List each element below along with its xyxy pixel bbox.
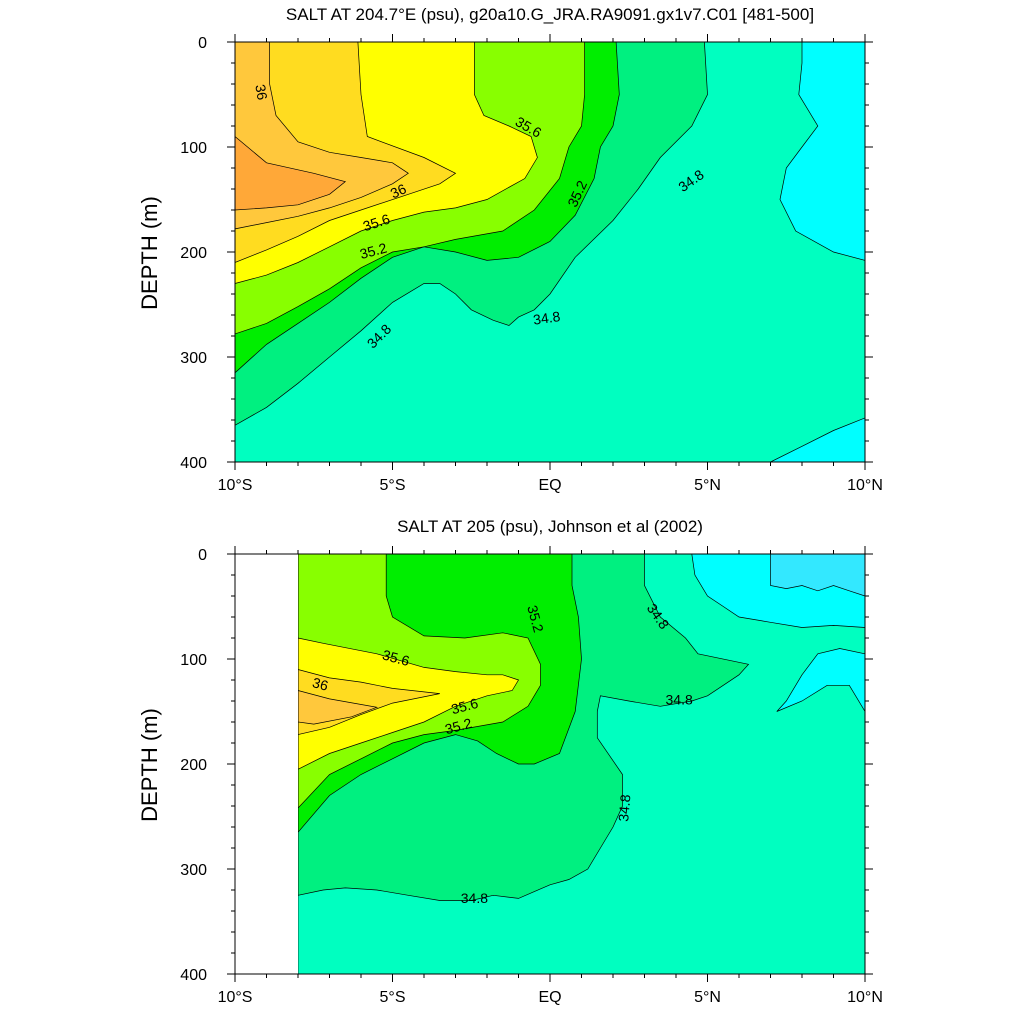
top-isoline-35.6 — [234, 41, 538, 284]
bottom-contour-label: 36 — [311, 674, 330, 694]
top-salinity-band-36.2 — [235, 136, 346, 210]
bottom-salinity-band-34.4 — [770, 554, 865, 596]
bottom-panel-contour-fills — [298, 554, 865, 974]
bottom-y-tick-label: 300 — [180, 862, 207, 879]
top-isoline-35.8 — [234, 41, 457, 264]
top-y-tick-label: 0 — [198, 35, 207, 52]
top-y-tick-label: 400 — [180, 455, 207, 472]
top-panel-axes: 10°S 5°S EQ 5°N 10°N 0 100 200 300 400 — [180, 34, 883, 494]
top-isoline-36 — [234, 41, 409, 230]
bottom-salinity-band-36 — [298, 690, 377, 725]
bottom-panel-axes: 10°S 5°S EQ 5°N 10°N 0 100 200 300 400 — [180, 546, 883, 1006]
top-x-tick-label: 5°N — [694, 477, 721, 494]
bottom-x-tick-label: 5°N — [694, 989, 721, 1006]
bottom-isoline-34.8 — [297, 553, 866, 975]
top-y-tick-label: 200 — [180, 245, 207, 262]
bottom-x-tick-label: 10°N — [847, 989, 883, 1006]
top-isoline-35.2 — [234, 41, 620, 374]
bottom-isoline-35 — [297, 553, 750, 901]
top-y-tick-label: 300 — [180, 350, 207, 367]
bottom-contour-label: 35.6 — [381, 646, 412, 669]
bottom-y-tick-label: 400 — [180, 967, 207, 984]
bottom-salinity-band-35.6 — [298, 638, 519, 770]
bottom-contour-label: 35.2 — [524, 604, 547, 635]
top-isoline-36.2 — [234, 135, 347, 211]
salt-model-section-panel: SALT AT 204.7°E (psu), g20a10.G_JRA.RA90… — [137, 5, 883, 494]
top-x-tick-label: EQ — [538, 477, 561, 494]
bottom-isoline-35.4 — [297, 553, 541, 809]
top-isoline-34.8 — [234, 41, 866, 463]
bottom-contour-label: 34.8 — [666, 692, 693, 708]
bottom-y-tick-label: 100 — [180, 652, 207, 669]
bottom-isoline-35.2 — [297, 553, 582, 834]
top-contour-label: 36 — [388, 180, 409, 201]
top-panel-y-axis-label: DEPTH (m) — [137, 196, 162, 310]
bottom-contour-label: 34.8 — [615, 794, 633, 823]
bottom-x-tick-label: EQ — [538, 989, 561, 1006]
bottom-contour-label: 35.6 — [449, 695, 480, 718]
bottom-y-tick-label: 200 — [180, 757, 207, 774]
bottom-contour-label: 34.8 — [461, 890, 488, 906]
top-x-tick-label: 10°S — [218, 477, 253, 494]
bottom-contour-label: 35.2 — [443, 715, 474, 738]
top-y-tick-label: 100 — [180, 140, 207, 157]
salt-observed-section-panel: SALT AT 205 (psu), Johnson et al (2002) … — [137, 517, 883, 1006]
bottom-x-tick-label: 10°S — [218, 989, 253, 1006]
bottom-isoline-35.6 — [297, 637, 520, 770]
bottom-panel-y-axis-label: DEPTH (m) — [137, 708, 162, 822]
bottom-no-data-area — [235, 554, 298, 974]
top-x-tick-label: 10°N — [847, 477, 883, 494]
bottom-panel-title: SALT AT 205 (psu), Johnson et al (2002) — [397, 517, 703, 536]
top-isoline-35 — [234, 41, 708, 426]
top-contour-label: 34.8 — [532, 308, 561, 328]
bottom-y-tick-label: 0 — [198, 547, 207, 564]
top-contour-label: 35.2 — [358, 239, 389, 262]
top-x-tick-label: 5°S — [380, 477, 406, 494]
top-panel-title: SALT AT 204.7°E (psu), g20a10.G_JRA.RA90… — [286, 5, 814, 24]
bottom-x-tick-label: 5°S — [380, 989, 406, 1006]
bottom-panel-contour-lines — [234, 548, 866, 975]
top-contour-label: 36 — [252, 83, 270, 101]
bottom-isoline-35.8 — [297, 669, 440, 736]
top-isoline-35.4 — [234, 41, 585, 335]
top-panel-contour-fills — [235, 42, 865, 462]
